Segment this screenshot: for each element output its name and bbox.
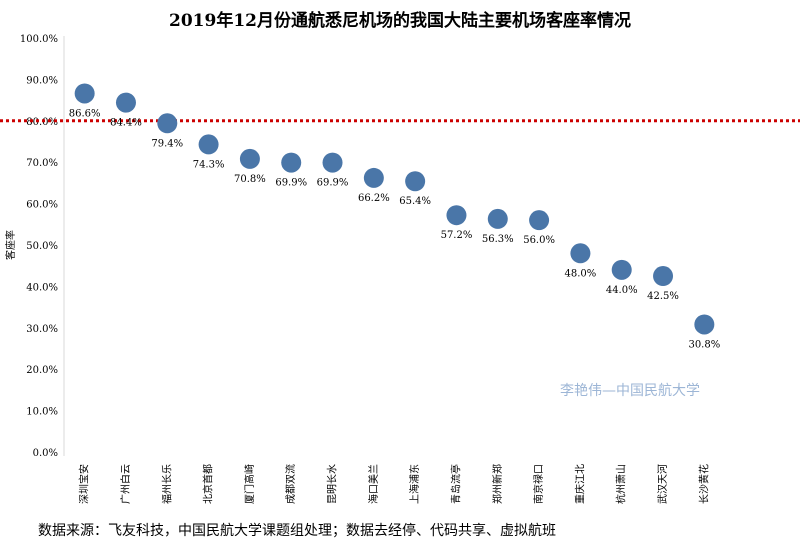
data-label: 74.3% xyxy=(193,159,225,170)
x-tick-label: 长沙黄花 xyxy=(697,464,710,504)
data-label: 69.9% xyxy=(317,178,349,189)
chart-title: 2019年12月份通航悉尼机场的我国大陆主要机场客座率情况 xyxy=(169,11,631,31)
data-point xyxy=(322,152,343,173)
data-point xyxy=(529,210,550,231)
y-tick-label: 90.0% xyxy=(26,75,58,86)
x-tick-label: 深圳宝安 xyxy=(78,464,91,504)
data-label: 70.8% xyxy=(234,174,266,185)
y-tick-label: 20.0% xyxy=(26,365,58,376)
x-tick-label: 青岛流亭 xyxy=(449,464,462,504)
data-label: 79.4% xyxy=(151,138,183,149)
x-tick-label: 杭州萧山 xyxy=(615,464,628,504)
y-tick-label: 0.0% xyxy=(33,448,58,459)
data-label: 48.0% xyxy=(565,268,597,279)
x-tick-label: 福州长乐 xyxy=(160,464,173,504)
x-tick-label: 南京禄口 xyxy=(532,464,545,504)
y-axis-title: 客座率 xyxy=(4,230,17,260)
y-tick-label: 100.0% xyxy=(20,34,58,45)
data-label: 65.4% xyxy=(399,196,431,207)
data-point xyxy=(363,167,384,188)
data-label: 84.4% xyxy=(110,118,142,129)
data-label: 44.0% xyxy=(606,285,638,296)
data-point xyxy=(239,148,260,169)
x-tick-label: 厦门高崎 xyxy=(243,464,256,504)
data-point xyxy=(487,208,508,229)
x-tick-label: 海口美兰 xyxy=(367,464,380,504)
x-tick-label: 武汉天河 xyxy=(656,464,669,504)
data-label: 69.9% xyxy=(275,178,307,189)
data-label: 56.0% xyxy=(523,235,555,246)
x-tick-label: 重庆江北 xyxy=(573,464,586,504)
y-tick-label: 50.0% xyxy=(26,241,58,252)
x-tick-label: 成都双流 xyxy=(284,464,297,504)
x-tick-label: 昆明长水 xyxy=(327,464,339,504)
source-note: 数据来源：飞友科技，中国民航大学课题组处理；数据去经停、代码共享、虚拟航班 xyxy=(38,523,556,539)
data-point xyxy=(157,113,178,134)
data-point xyxy=(570,243,591,264)
data-point xyxy=(446,205,467,226)
data-label: 66.2% xyxy=(358,193,390,204)
data-point xyxy=(74,83,95,104)
data-label: 57.2% xyxy=(441,230,473,241)
x-tick-label: 郑州新郑 xyxy=(491,464,504,504)
x-tick-label: 广州白云 xyxy=(119,464,132,504)
data-label: 42.5% xyxy=(647,291,679,302)
data-point xyxy=(405,171,426,192)
data-point xyxy=(281,152,302,173)
data-point xyxy=(611,259,632,280)
x-tick-label: 上海浦东 xyxy=(408,464,421,504)
y-tick-label: 30.0% xyxy=(26,324,58,335)
data-point xyxy=(115,92,136,113)
data-point xyxy=(198,134,219,155)
y-tick-label: 10.0% xyxy=(26,407,58,418)
data-point xyxy=(653,266,674,287)
data-label: 56.3% xyxy=(482,234,514,245)
data-label: 30.8% xyxy=(688,339,720,350)
data-label: 86.6% xyxy=(69,108,101,119)
watermark-text: 李艳伟—中国民航大学 xyxy=(560,383,700,399)
y-tick-label: 40.0% xyxy=(26,282,58,293)
y-tick-label: 60.0% xyxy=(26,200,58,211)
data-point xyxy=(694,314,715,335)
y-tick-label: 70.0% xyxy=(26,158,58,169)
x-tick-label: 北京首都 xyxy=(202,464,215,504)
